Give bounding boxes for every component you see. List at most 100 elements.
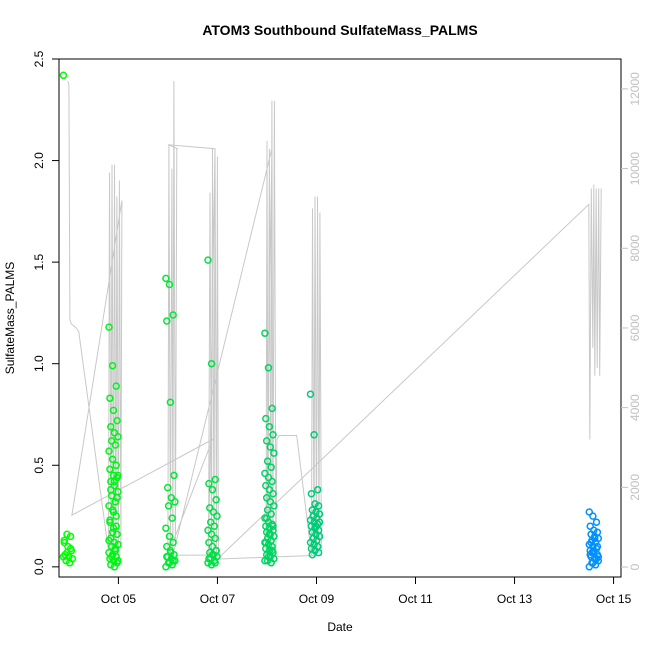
data-point [212, 496, 220, 504]
data-point [112, 461, 120, 470]
data-point [163, 317, 171, 325]
y2-tick-label: 4000 [628, 394, 642, 421]
data-point [110, 563, 119, 571]
data-point [266, 498, 275, 506]
y-tick-label: 0.5 [32, 457, 46, 474]
data-point [114, 556, 122, 565]
data-point [211, 475, 219, 484]
y-tick-label: 1.0 [32, 355, 46, 372]
x-tick-label: Oct 15 [596, 592, 632, 606]
data-point [265, 530, 274, 539]
data-point [111, 546, 120, 555]
data-point [308, 550, 317, 559]
data-point [112, 382, 120, 390]
data-point [589, 512, 597, 520]
data-point [105, 502, 113, 510]
x-tick-label: Oct 13 [497, 592, 533, 606]
data-point [107, 485, 115, 494]
data-point [108, 528, 117, 537]
data-point [165, 532, 174, 541]
data-point [108, 361, 117, 370]
data-point [206, 504, 214, 512]
data-point [262, 437, 271, 445]
data-point [113, 494, 121, 502]
data-point [211, 534, 219, 543]
data-point [314, 548, 323, 557]
data-point [307, 489, 316, 498]
data-point [587, 538, 595, 547]
data-point [207, 530, 216, 539]
plot-frame [58, 58, 622, 578]
right-y-axis: 0 2000 4000 6000 8000 10000 12000 [621, 72, 642, 570]
data-point [163, 542, 171, 551]
data-point [65, 559, 74, 567]
data-point [105, 447, 113, 455]
data-point [212, 546, 220, 555]
data-point [110, 481, 119, 490]
y-axis-label: SulfateMass_PALMS [3, 262, 17, 375]
x-axis: Oct 05 Oct 07 Oct 09 Oct 11 Oct 13 Oct 15 [101, 576, 632, 606]
data-point [163, 483, 172, 492]
data-point [169, 538, 177, 547]
y-tick-label: 0.0 [32, 558, 46, 575]
data-point [267, 463, 275, 472]
data-point [106, 465, 114, 474]
data-point [261, 329, 269, 337]
data-point [107, 477, 115, 486]
altitude-line-layer [67, 80, 602, 560]
data-points-layer [59, 71, 603, 571]
data-point [111, 498, 120, 506]
data-point [59, 71, 68, 80]
data-point [107, 552, 116, 561]
x-tick-label: Oct 09 [299, 592, 335, 606]
data-point [211, 559, 219, 567]
data-point [170, 471, 178, 480]
data-point [264, 552, 273, 561]
data-point [207, 359, 216, 368]
x-tick-label: Oct 07 [200, 592, 236, 606]
data-point [262, 538, 270, 547]
data-point [267, 510, 275, 518]
data-point [263, 457, 272, 465]
data-point [171, 498, 179, 506]
data-point [268, 404, 276, 413]
data-point [66, 532, 75, 541]
data-point [209, 508, 218, 516]
altitude-line [67, 80, 602, 560]
data-point [262, 481, 270, 490]
data-point [108, 455, 117, 463]
data-point [169, 311, 177, 319]
data-point [261, 469, 269, 478]
data-point [270, 502, 278, 510]
data-point [309, 512, 317, 520]
data-point [106, 516, 114, 524]
data-point [208, 485, 217, 494]
data-point [162, 524, 170, 532]
y-tick-label: 1.5 [32, 253, 46, 270]
data-point [262, 514, 271, 522]
data-point [266, 443, 275, 451]
y2-tick-label: 8000 [628, 235, 642, 262]
x-axis-label: Date [327, 620, 353, 634]
data-point [163, 552, 171, 561]
data-point [593, 542, 602, 551]
data-point [66, 544, 75, 553]
data-point [268, 546, 276, 555]
y2-tick-label: 6000 [628, 314, 642, 341]
data-point [313, 485, 322, 494]
data-point [164, 502, 173, 510]
data-point [59, 552, 68, 561]
data-point [106, 394, 114, 402]
data-point [114, 433, 122, 441]
data-point [60, 536, 69, 545]
data-point [268, 477, 276, 486]
data-point [265, 422, 274, 431]
data-point [204, 256, 212, 264]
data-point [110, 477, 119, 486]
data-point [594, 552, 603, 561]
data-point [269, 431, 277, 439]
data-point [310, 431, 318, 439]
data-point [114, 471, 122, 480]
data-point [314, 502, 323, 510]
